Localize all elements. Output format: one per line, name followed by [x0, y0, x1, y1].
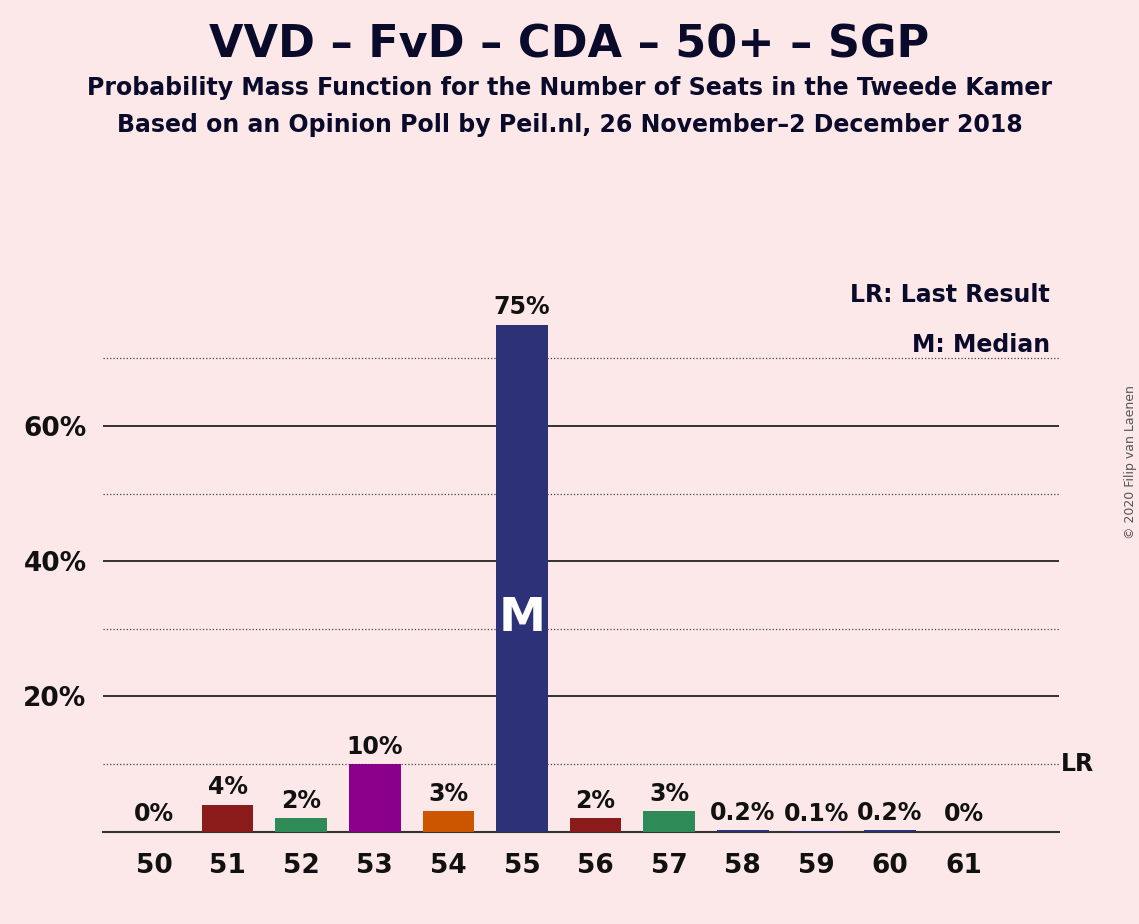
Text: 3%: 3%: [428, 782, 468, 806]
Text: 10%: 10%: [346, 735, 403, 759]
Text: 4%: 4%: [207, 775, 247, 799]
Text: Probability Mass Function for the Number of Seats in the Tweede Kamer: Probability Mass Function for the Number…: [87, 76, 1052, 100]
Text: 0.1%: 0.1%: [784, 801, 849, 825]
Bar: [423, 811, 474, 832]
Text: LR: Last Result: LR: Last Result: [850, 283, 1050, 307]
Text: LR: LR: [1062, 752, 1095, 776]
Text: 0.2%: 0.2%: [858, 801, 923, 825]
Text: M: M: [499, 596, 546, 641]
Text: © 2020 Filip van Laenen: © 2020 Filip van Laenen: [1124, 385, 1137, 539]
Bar: [718, 831, 769, 832]
Bar: [865, 831, 916, 832]
Text: 75%: 75%: [493, 295, 550, 319]
Text: 0%: 0%: [943, 802, 984, 826]
Text: VVD – FvD – CDA – 50+ – SGP: VVD – FvD – CDA – 50+ – SGP: [210, 23, 929, 67]
Text: M: Median: M: Median: [911, 333, 1050, 357]
Text: Based on an Opinion Poll by Peil.nl, 26 November–2 December 2018: Based on an Opinion Poll by Peil.nl, 26 …: [116, 113, 1023, 137]
Text: 2%: 2%: [281, 789, 321, 813]
Bar: [276, 818, 327, 832]
Bar: [570, 818, 622, 832]
Bar: [497, 324, 548, 832]
Text: 2%: 2%: [575, 789, 615, 813]
Text: 3%: 3%: [649, 782, 689, 806]
Text: 0%: 0%: [134, 802, 174, 826]
Bar: [644, 811, 695, 832]
Bar: [202, 805, 253, 832]
Text: 0.2%: 0.2%: [710, 801, 776, 825]
Bar: [349, 764, 401, 832]
